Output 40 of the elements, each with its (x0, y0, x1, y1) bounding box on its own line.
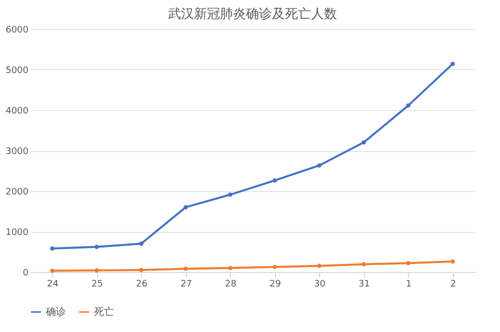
x-tick-label: 26 (136, 280, 148, 290)
point (94, 244, 99, 250)
chart-title: 武汉新冠肺炎确诊及死亡人数 (168, 6, 337, 22)
point (184, 205, 188, 210)
point (94, 268, 99, 272)
y-tick-label: 2000 (6, 188, 29, 198)
legend-label: 确诊 (45, 306, 66, 318)
point (184, 266, 188, 271)
point (450, 62, 455, 66)
point (50, 246, 54, 251)
point (406, 103, 410, 108)
x-tick-label: 27 (180, 280, 192, 290)
point (228, 266, 232, 270)
y-tick-label: 1000 (6, 228, 29, 238)
point (317, 163, 322, 168)
x-tick-label: 1 (406, 280, 412, 290)
y-tick-label: 6000 (6, 26, 29, 36)
point (406, 260, 410, 266)
x-tick-label: 2 (450, 280, 456, 290)
y-tick-label: 4000 (6, 106, 29, 116)
point (50, 268, 54, 273)
y-tick-label: 0 (22, 268, 29, 278)
point (272, 178, 277, 183)
y-tick-label: 5000 (6, 66, 29, 76)
point (139, 268, 144, 272)
point (272, 264, 277, 270)
x-tick-label: 28 (225, 280, 237, 290)
legend-label: 死亡 (94, 306, 114, 318)
point (450, 259, 455, 264)
point (362, 140, 366, 145)
point (228, 192, 232, 197)
x-tick-label: 31 (358, 280, 370, 290)
point (362, 262, 366, 266)
x-tick-label: 24 (47, 280, 59, 290)
x-tick-label: 25 (92, 280, 103, 290)
x-tick-label: 29 (270, 280, 282, 290)
point (317, 264, 322, 268)
point (139, 242, 144, 246)
y-tick-label: 3000 (6, 147, 29, 157)
x-tick-label: 30 (314, 280, 326, 290)
